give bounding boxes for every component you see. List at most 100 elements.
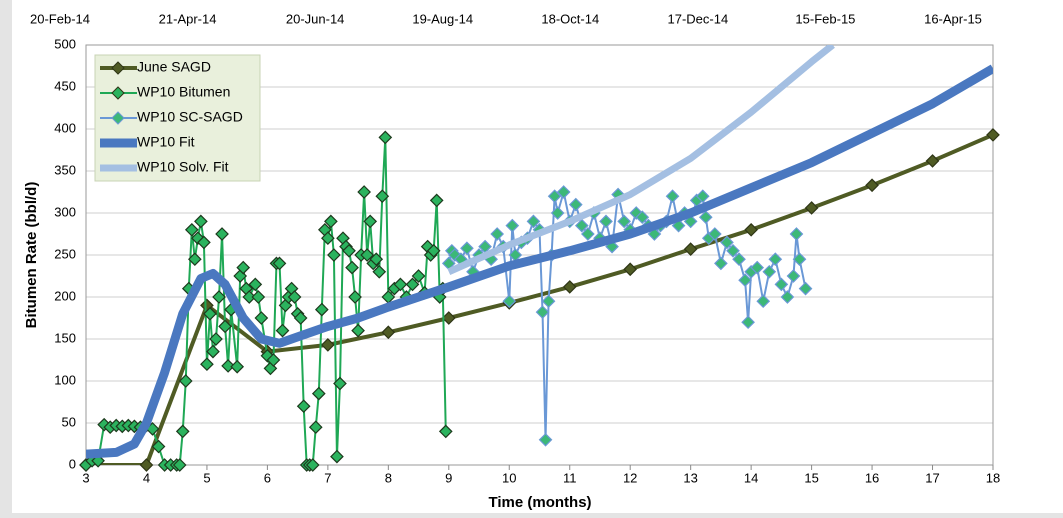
x-tick-label: 16 [865,470,879,485]
data-point [230,359,245,374]
x-tick-label: 3 [82,470,89,485]
y-tick-label: 0 [69,456,76,471]
plot-border [85,44,994,466]
data-point [330,449,344,464]
data-point [139,458,154,472]
x-tick-label: 15 [804,470,818,485]
data-point [351,323,365,338]
data-point [248,277,263,292]
data-point [447,248,462,262]
data-point [321,231,335,246]
legend-label: WP10 SC-SAGD [137,109,243,125]
legend-marker [111,86,125,100]
data-point [738,273,752,288]
x-tick-label: 6 [264,470,271,485]
top-axis-label: 21-Apr-14 [159,11,217,26]
series-line [86,133,993,465]
data-point [732,252,746,267]
y-tick-label: 350 [54,162,76,177]
data-point [429,193,444,208]
data-point [209,332,223,346]
x-tick-label: 14 [744,470,758,485]
data-point [175,424,190,439]
data-point [768,252,783,267]
data-point [333,376,347,391]
legend-marker [111,111,125,125]
data-point [617,214,632,229]
data-point [741,315,755,330]
y-tick-label: 200 [54,288,76,303]
y-tick-label: 400 [54,120,76,135]
data-point [393,277,408,292]
data-point [296,399,311,414]
data-point [665,189,680,204]
data-point [236,260,251,275]
data-point [311,386,326,401]
data-point [629,206,644,220]
legend-label: WP10 Fit [137,134,195,150]
data-point [750,260,765,275]
data-point [178,374,193,388]
y-axis-title: Bitumen Rate (bbl/d) [23,182,40,329]
y-tick-label: 150 [54,330,76,345]
data-point [986,128,1000,142]
data-point [369,252,384,267]
data-point [438,424,453,439]
data-point [762,264,777,279]
top-axis-label: 17-Dec-14 [668,11,729,26]
data-point [695,189,710,204]
data-point [789,227,804,241]
data-point [599,214,613,229]
x-tick-label: 4 [143,470,150,485]
y-tick-label: 50 [62,414,76,429]
x-tick-label: 10 [502,470,516,485]
data-point [308,420,323,435]
data-point [324,214,338,229]
x-tick-label: 11 [563,470,577,485]
data-point [574,218,589,233]
data-point [774,277,789,292]
data-point [266,353,281,367]
x-tick-label: 8 [385,470,392,485]
data-point [490,227,505,241]
x-tick-label: 17 [925,470,939,485]
data-point [526,214,541,229]
x-axis-title: Time (months) [488,494,591,511]
data-point [547,189,562,204]
top-axis-label: 18-Oct-14 [541,11,599,26]
data-point [378,130,393,145]
data-point [798,281,813,296]
data-point [372,264,387,279]
data-point [197,235,211,250]
data-point [221,359,235,373]
x-tick-label: 13 [683,470,697,485]
series-line [447,191,807,441]
top-axis-label: 20-Feb-14 [30,11,90,26]
data-point [91,453,105,468]
y-tick-label: 450 [54,78,76,93]
data-point [865,178,879,193]
data-point [460,241,474,256]
data-point [411,269,426,283]
top-axis-label: 20-Jun-14 [286,11,345,26]
legend-label: WP10 Bitumen [137,84,230,100]
data-point [293,311,308,325]
series-line [86,64,993,459]
data-point [441,311,456,325]
data-point [275,323,290,338]
top-axis-label: 15-Feb-15 [795,11,855,26]
data-point [348,290,362,304]
data-point [538,432,553,447]
data-point [251,290,266,304]
data-point [184,222,199,237]
data-point [187,252,202,267]
data-point [287,290,302,304]
data-point [215,227,229,241]
data-point [194,214,208,229]
data-point [327,248,341,262]
legend-label: WP10 Solv. Fit [137,159,229,175]
x-tick-label: 18 [986,470,1000,485]
top-axis-label: 16-Apr-15 [924,11,982,26]
data-point [568,197,583,212]
